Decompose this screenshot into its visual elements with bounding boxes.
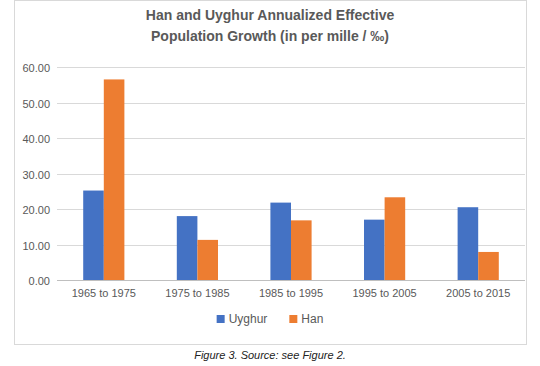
y-tick-label: 10.00	[22, 240, 50, 252]
chart-root: Han and Uyghur Annualized EffectivePopul…	[0, 0, 540, 366]
legend-swatch	[289, 315, 297, 323]
y-tick-label: 20.00	[22, 204, 50, 216]
legend-label: Han	[301, 312, 323, 326]
chart: Han and Uyghur Annualized EffectivePopul…	[0, 0, 540, 366]
legend: Uyghur Han	[217, 312, 324, 326]
bar	[478, 252, 499, 280]
y-tick-label: 40.00	[22, 133, 50, 145]
grid-line	[57, 103, 525, 104]
bar	[270, 203, 291, 280]
y-tick-label: 0.00	[29, 275, 50, 287]
y-tick-label: 50.00	[22, 98, 50, 110]
bar	[197, 240, 218, 280]
x-tick-label: 2005 to 2015	[446, 287, 510, 299]
bar	[83, 191, 104, 280]
bar	[177, 216, 198, 280]
caption: Figure 3. Source: see Figure 2.	[194, 349, 346, 361]
bar	[385, 197, 406, 280]
x-axis-line	[57, 280, 525, 281]
bar	[458, 207, 479, 280]
x-tick-label: 1985 to 1995	[259, 287, 323, 299]
bar	[291, 220, 312, 280]
grid-line	[57, 138, 525, 139]
chart-frame	[15, 1, 527, 345]
bar	[104, 79, 125, 280]
legend-swatch	[217, 315, 225, 323]
bars	[83, 79, 499, 280]
grid-line	[57, 280, 525, 281]
chart-title: Han and Uyghur Annualized EffectivePopul…	[146, 7, 395, 44]
legend-label: Uyghur	[229, 312, 268, 326]
y-tick-label: 60.00	[22, 62, 50, 74]
grid-line	[57, 174, 525, 175]
grid-line	[57, 67, 525, 68]
x-tick-label: 1975 to 1985	[165, 287, 229, 299]
x-tick-label: 1995 to 2005	[352, 287, 416, 299]
bar	[364, 220, 385, 280]
x-tick-label: 1965 to 1975	[72, 287, 136, 299]
y-tick-label: 30.00	[22, 169, 50, 181]
